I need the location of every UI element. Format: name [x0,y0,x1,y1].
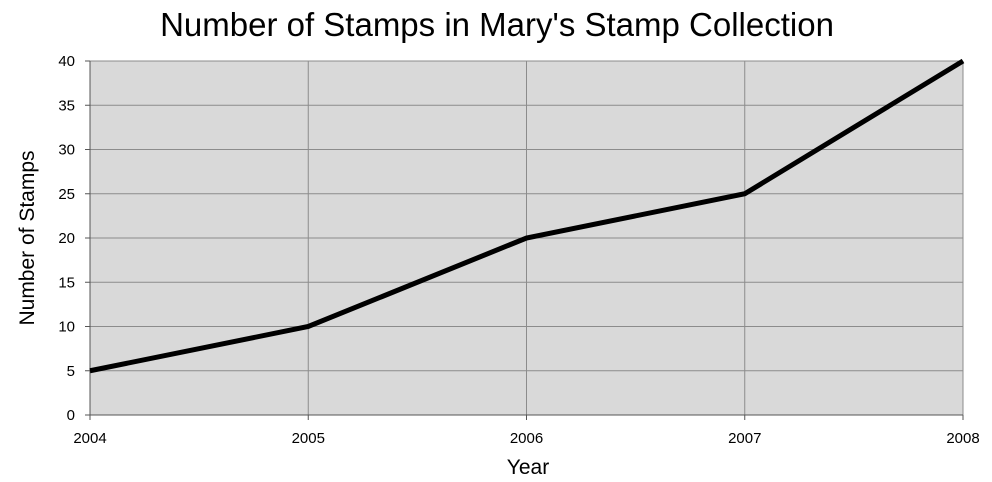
y-tick-labels: 0 5 10 15 20 25 30 35 40 [58,53,75,424]
y-tick-label: 0 [67,407,75,424]
chart-title: Number of Stamps in Mary's Stamp Collect… [160,6,834,43]
x-tick-label: 2006 [510,430,543,447]
x-axis-title: Year [507,456,549,479]
series-group [89,58,965,374]
x-tick-labels: 2004 2005 2006 2007 2008 [73,430,979,447]
y-tick-label: 40 [58,53,75,70]
y-tick-label: 25 [58,186,75,203]
x-tick-label: 2007 [728,430,761,447]
y-tick-label: 20 [58,230,75,247]
y-axis-title: Number of Stamps [16,150,39,325]
x-tick-label: 2004 [73,430,106,447]
y-tick-label: 30 [58,142,75,159]
x-tick-label: 2008 [946,430,979,447]
y-tick-label: 35 [58,97,75,114]
y-tick-label: 5 [67,363,75,380]
axes [85,60,964,420]
x-tick-label: 2005 [292,430,325,447]
y-tick-label: 15 [58,274,75,291]
y-tick-label: 10 [58,319,75,336]
